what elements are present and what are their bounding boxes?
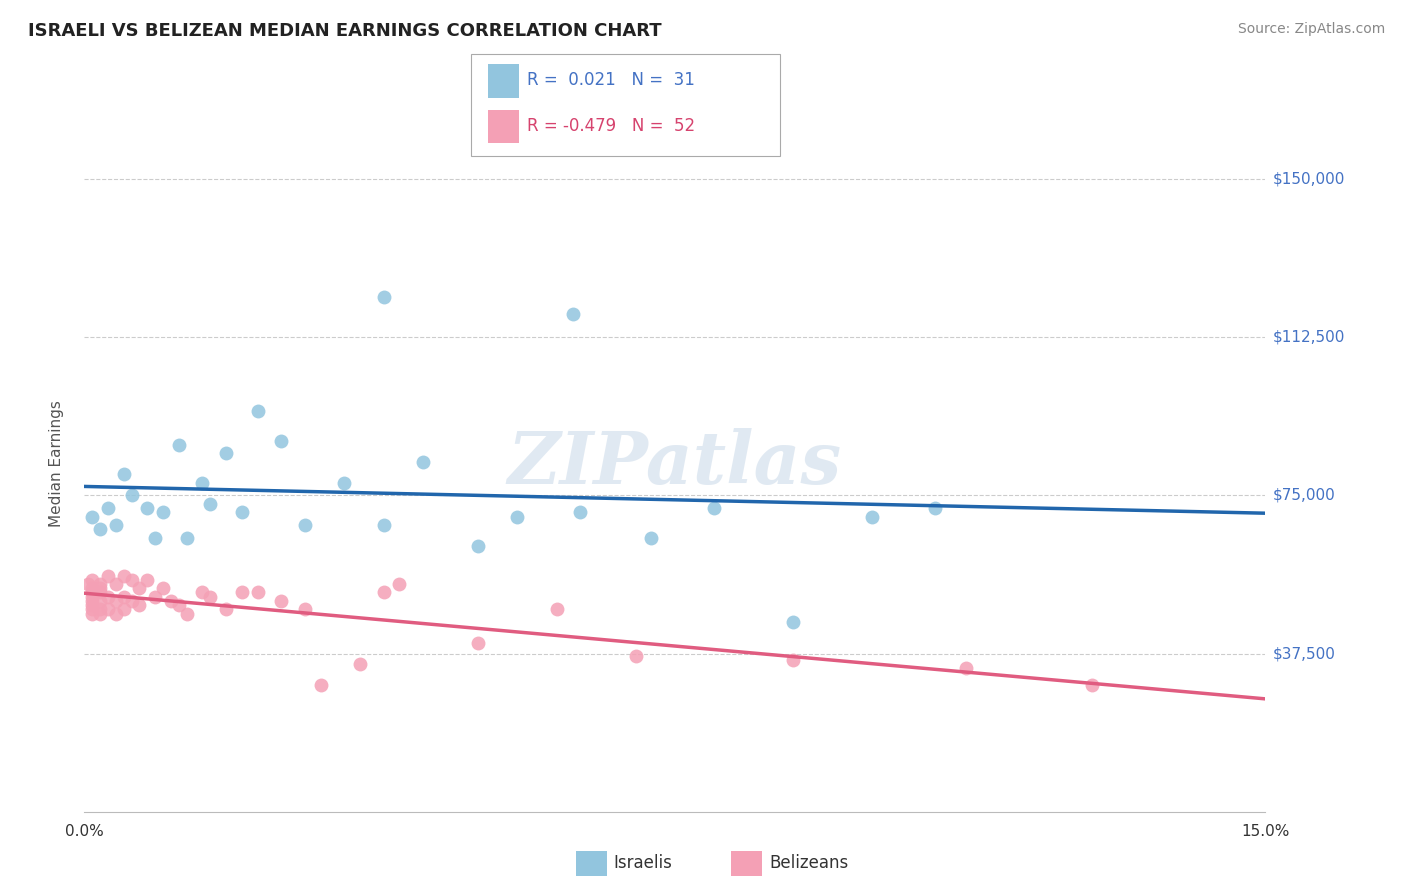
Point: [97, 501, 120, 516]
Point: [294, 518, 316, 533]
Point: [82, 509, 104, 524]
Point: [373, 585, 395, 599]
Point: [955, 661, 977, 675]
Text: Israelis: Israelis: [613, 854, 672, 871]
Point: [640, 531, 662, 545]
Point: [270, 594, 292, 608]
Point: [97, 590, 120, 604]
Point: [89, 607, 111, 621]
Point: [89, 581, 111, 595]
Point: [89, 522, 111, 536]
Point: [167, 598, 190, 612]
Point: [82, 581, 104, 595]
Point: [77, 577, 100, 591]
Point: [112, 602, 135, 616]
Point: [121, 573, 143, 587]
Point: [152, 581, 174, 595]
Point: [167, 438, 190, 452]
Point: [467, 539, 489, 553]
Point: [860, 509, 883, 524]
Point: [143, 590, 166, 604]
Point: [191, 585, 214, 599]
Point: [309, 678, 332, 692]
Point: [373, 290, 395, 304]
Text: $112,500: $112,500: [1272, 330, 1344, 345]
Point: [143, 531, 166, 545]
Point: [349, 657, 371, 672]
Point: [82, 573, 104, 587]
Point: [82, 585, 104, 599]
Point: [215, 602, 238, 616]
Point: [82, 602, 104, 616]
Point: [373, 518, 395, 533]
Point: [506, 509, 529, 524]
Point: [89, 577, 111, 591]
Point: [569, 505, 592, 519]
Point: [624, 648, 647, 663]
Point: [82, 594, 104, 608]
Point: [104, 594, 127, 608]
Point: [136, 501, 159, 516]
Text: $150,000: $150,000: [1272, 172, 1344, 186]
Text: ISRAELI VS BELIZEAN MEDIAN EARNINGS CORRELATION CHART: ISRAELI VS BELIZEAN MEDIAN EARNINGS CORR…: [28, 22, 662, 40]
Point: [112, 568, 135, 582]
Point: [97, 602, 120, 616]
Text: ZIPatlas: ZIPatlas: [508, 428, 842, 500]
Point: [104, 518, 127, 533]
Point: [294, 602, 316, 616]
Point: [112, 467, 135, 482]
Point: [104, 577, 127, 591]
Point: [82, 598, 104, 612]
Point: [82, 590, 104, 604]
Point: [546, 602, 568, 616]
Text: Belizeans: Belizeans: [769, 854, 848, 871]
Point: [121, 594, 143, 608]
Point: [703, 501, 725, 516]
Y-axis label: Median Earnings: Median Earnings: [49, 401, 63, 527]
Text: R = -0.479   N =  52: R = -0.479 N = 52: [527, 117, 696, 135]
Point: [104, 607, 127, 621]
Point: [467, 636, 489, 650]
Point: [782, 615, 804, 629]
Text: Source: ZipAtlas.com: Source: ZipAtlas.com: [1237, 22, 1385, 37]
Point: [128, 598, 150, 612]
Point: [246, 585, 269, 599]
Point: [176, 531, 198, 545]
Text: $37,500: $37,500: [1272, 646, 1336, 661]
Point: [121, 488, 143, 502]
Point: [128, 581, 150, 595]
Point: [924, 501, 946, 516]
Point: [160, 594, 183, 608]
Point: [152, 505, 174, 519]
Point: [89, 594, 111, 608]
Point: [82, 585, 104, 599]
Point: [200, 497, 222, 511]
Point: [561, 307, 583, 321]
Text: $75,000: $75,000: [1272, 488, 1336, 503]
Point: [231, 585, 253, 599]
Point: [89, 585, 111, 599]
Point: [112, 590, 135, 604]
Point: [215, 446, 238, 460]
Point: [136, 573, 159, 587]
Point: [412, 455, 434, 469]
Point: [89, 602, 111, 616]
Point: [191, 475, 214, 490]
Point: [200, 590, 222, 604]
Point: [97, 568, 120, 582]
Point: [246, 404, 269, 418]
Point: [231, 505, 253, 519]
Point: [176, 607, 198, 621]
Point: [1081, 678, 1104, 692]
Text: R =  0.021   N =  31: R = 0.021 N = 31: [527, 71, 695, 89]
Point: [388, 577, 411, 591]
Point: [82, 607, 104, 621]
Point: [782, 653, 804, 667]
Point: [270, 434, 292, 448]
Point: [333, 475, 356, 490]
